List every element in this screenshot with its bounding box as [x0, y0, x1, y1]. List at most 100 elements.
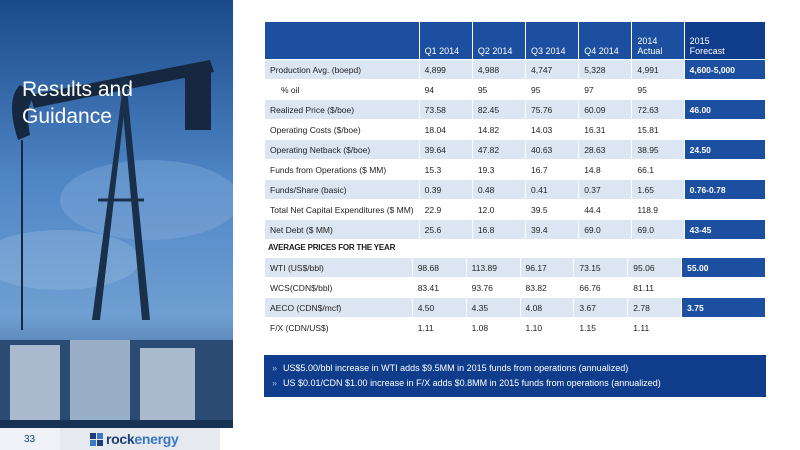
forecast-cell: 43-45	[683, 219, 767, 240]
logo-wordmark-energy: energy	[134, 431, 179, 447]
table-cell: 118.9	[631, 199, 685, 220]
background-photo-panel: Results and Guidance	[0, 0, 233, 450]
table-cell: 1.11	[627, 317, 683, 338]
table-cell: 4,899	[418, 59, 473, 80]
note-item-1: » US$5.00/bbl increase in WTI adds $9.5MM…	[272, 361, 758, 376]
header-blank-cell	[264, 21, 420, 60]
table-cell: 39.64	[418, 139, 473, 160]
table-cell: 95.06	[627, 257, 683, 278]
slide-title-line-2: Guidance	[22, 105, 112, 128]
table-cell: 82.45	[471, 99, 527, 120]
footer-bar: 33 rockenergy	[0, 428, 800, 450]
note-item-2: » US $0.01/CDN $1.00 increase in F/X adds…	[272, 376, 758, 391]
table-cell: 16.31	[578, 119, 633, 140]
table-cell: 69.0	[631, 219, 685, 240]
table-cell: 18.04	[418, 119, 473, 140]
header-2014-actual: 2014 Actual	[631, 21, 685, 60]
table-row: F/X (CDN/US$) 1.11 1.08 1.10 1.15 1.11 1.25	[264, 317, 766, 338]
average-prices-section-label: AVERAGE PRICES FOR THE YEAR	[268, 243, 396, 252]
bullet-icon: »	[272, 378, 278, 388]
row-label: Operating Costs ($/boe)	[264, 119, 420, 140]
header-2014-actual-line-1: 2014	[637, 36, 658, 46]
table-cell: 81.11	[627, 277, 683, 298]
forecast-cell: 55.00	[681, 257, 766, 278]
forecast-cell: 18.25	[683, 119, 767, 140]
table-cell: 4.50	[411, 297, 467, 318]
table-cell: 0.37	[578, 179, 633, 200]
table-row: Operating Netback ($/boe) 39.64 47.82 40.63…	[264, 139, 767, 160]
table-row: Net Debt ($ MM) 25.6 16.8 39.4 69.0 69.0 43-45	[264, 219, 767, 240]
table-cell: 94	[418, 79, 473, 100]
header-2015-forecast: 2015 Forecast	[683, 21, 767, 60]
table-cell: 12.0	[471, 199, 527, 220]
row-label: WCS(CDN$/bbl)	[264, 277, 413, 298]
table-cell: 28.63	[578, 139, 633, 160]
sensitivity-notes-box: » US$5.00/bbl increase in WTI adds $9.5MM…	[264, 355, 766, 397]
forecast-cell: 3.75	[681, 297, 766, 318]
table-cell: 1.10	[519, 317, 575, 338]
table-cell: 95	[471, 79, 527, 100]
table-cell: 69.0	[578, 219, 633, 240]
average-prices-table: WTI (US$/bbl) 98.68 113.89 96.17 73.15 95.06 5…	[264, 257, 766, 338]
logo-wordmark: rockenergy	[106, 431, 179, 447]
table-cell: 1.11	[411, 317, 467, 338]
table-cell: 40.63	[524, 139, 580, 160]
slide-title: Results and Guidance	[22, 76, 133, 130]
table-row: Realized Price ($/boe) 73.58 82.45 75.76 60.…	[264, 99, 767, 120]
table-cell: 1.15	[573, 317, 629, 338]
row-label: Total Net Capital Expenditures ($ MM)	[264, 199, 420, 220]
table-cell: 4.08	[519, 297, 575, 318]
row-label: WTI (US$/bbl)	[264, 257, 413, 278]
logo-wordmark-rock: rock	[106, 431, 135, 447]
row-label: Production Avg. (boepd)	[264, 59, 420, 80]
table-row: Total Net Capital Expenditures ($ MM) 22.…	[264, 199, 767, 220]
bullet-icon: »	[272, 363, 278, 373]
table-cell: 16.7	[524, 159, 580, 180]
table-row: % oil 94 95 95 97 95 95	[264, 79, 767, 100]
header-2015-forecast-line-2: Forecast	[689, 46, 725, 56]
forecast-cell: 25	[683, 199, 767, 220]
results-table-header-row: Q1 2014 Q2 2014 Q3 2014 Q4 2014 2014 Act…	[264, 21, 767, 60]
row-label: Funds/Share (basic)	[264, 179, 420, 200]
row-label: % oil	[264, 79, 420, 100]
row-label: Realized Price ($/boe)	[264, 99, 420, 120]
table-cell: 5,328	[578, 59, 633, 80]
table-cell: 16.8	[471, 219, 527, 240]
table-cell: 73.15	[573, 257, 629, 278]
table-cell: 113.89	[465, 257, 521, 278]
table-cell: 0.39	[418, 179, 473, 200]
forecast-cell: 24.50	[683, 139, 767, 160]
forecast-cell: 0.76-0.78	[683, 179, 767, 200]
table-row: Operating Costs ($/boe) 18.04 14.82 14.03 16…	[264, 119, 767, 140]
table-cell: 38.95	[631, 139, 685, 160]
table-cell: 73.58	[418, 99, 473, 120]
table-cell: 44.4	[578, 199, 633, 220]
company-logo: rockenergy	[90, 431, 179, 447]
header-q4-2014: Q4 2014	[578, 21, 633, 60]
header-q2-2014: Q2 2014	[471, 21, 527, 60]
forecast-cell: 46.00	[683, 99, 767, 120]
forecast-cell: 34-36	[683, 159, 767, 180]
table-row: Production Avg. (boepd) 4,899 4,988 4,747 5,…	[264, 59, 767, 80]
slide-title-line-1: Results and	[22, 78, 133, 101]
row-label: Funds from Operations ($ MM)	[264, 159, 420, 180]
table-cell: 47.82	[471, 139, 527, 160]
table-cell: 4.35	[465, 297, 521, 318]
table-cell: 96.17	[519, 257, 575, 278]
table-cell: 66.76	[573, 277, 629, 298]
logo-squares-icon	[90, 433, 103, 446]
table-cell: 95	[524, 79, 580, 100]
table-cell: 66.1	[631, 159, 685, 180]
page-number-box: 33	[0, 428, 60, 450]
table-cell: 39.4	[524, 219, 580, 240]
row-label: Operating Netback ($/boe)	[264, 139, 420, 160]
table-cell: 93.76	[465, 277, 521, 298]
forecast-cell: 4,600-5,000	[683, 59, 767, 80]
table-row: WTI (US$/bbl) 98.68 113.89 96.17 73.15 95.06 5…	[264, 257, 766, 278]
table-cell: 1.08	[465, 317, 521, 338]
table-row: WCS(CDN$/bbl) 83.41 93.76 83.82 66.76 81.11 50…	[264, 277, 766, 298]
table-cell: 4,991	[631, 59, 685, 80]
note-text: US $0.01/CDN $1.00 increase in F/X adds …	[283, 378, 661, 388]
table-cell: 4,747	[524, 59, 580, 80]
table-cell: 14.82	[471, 119, 527, 140]
